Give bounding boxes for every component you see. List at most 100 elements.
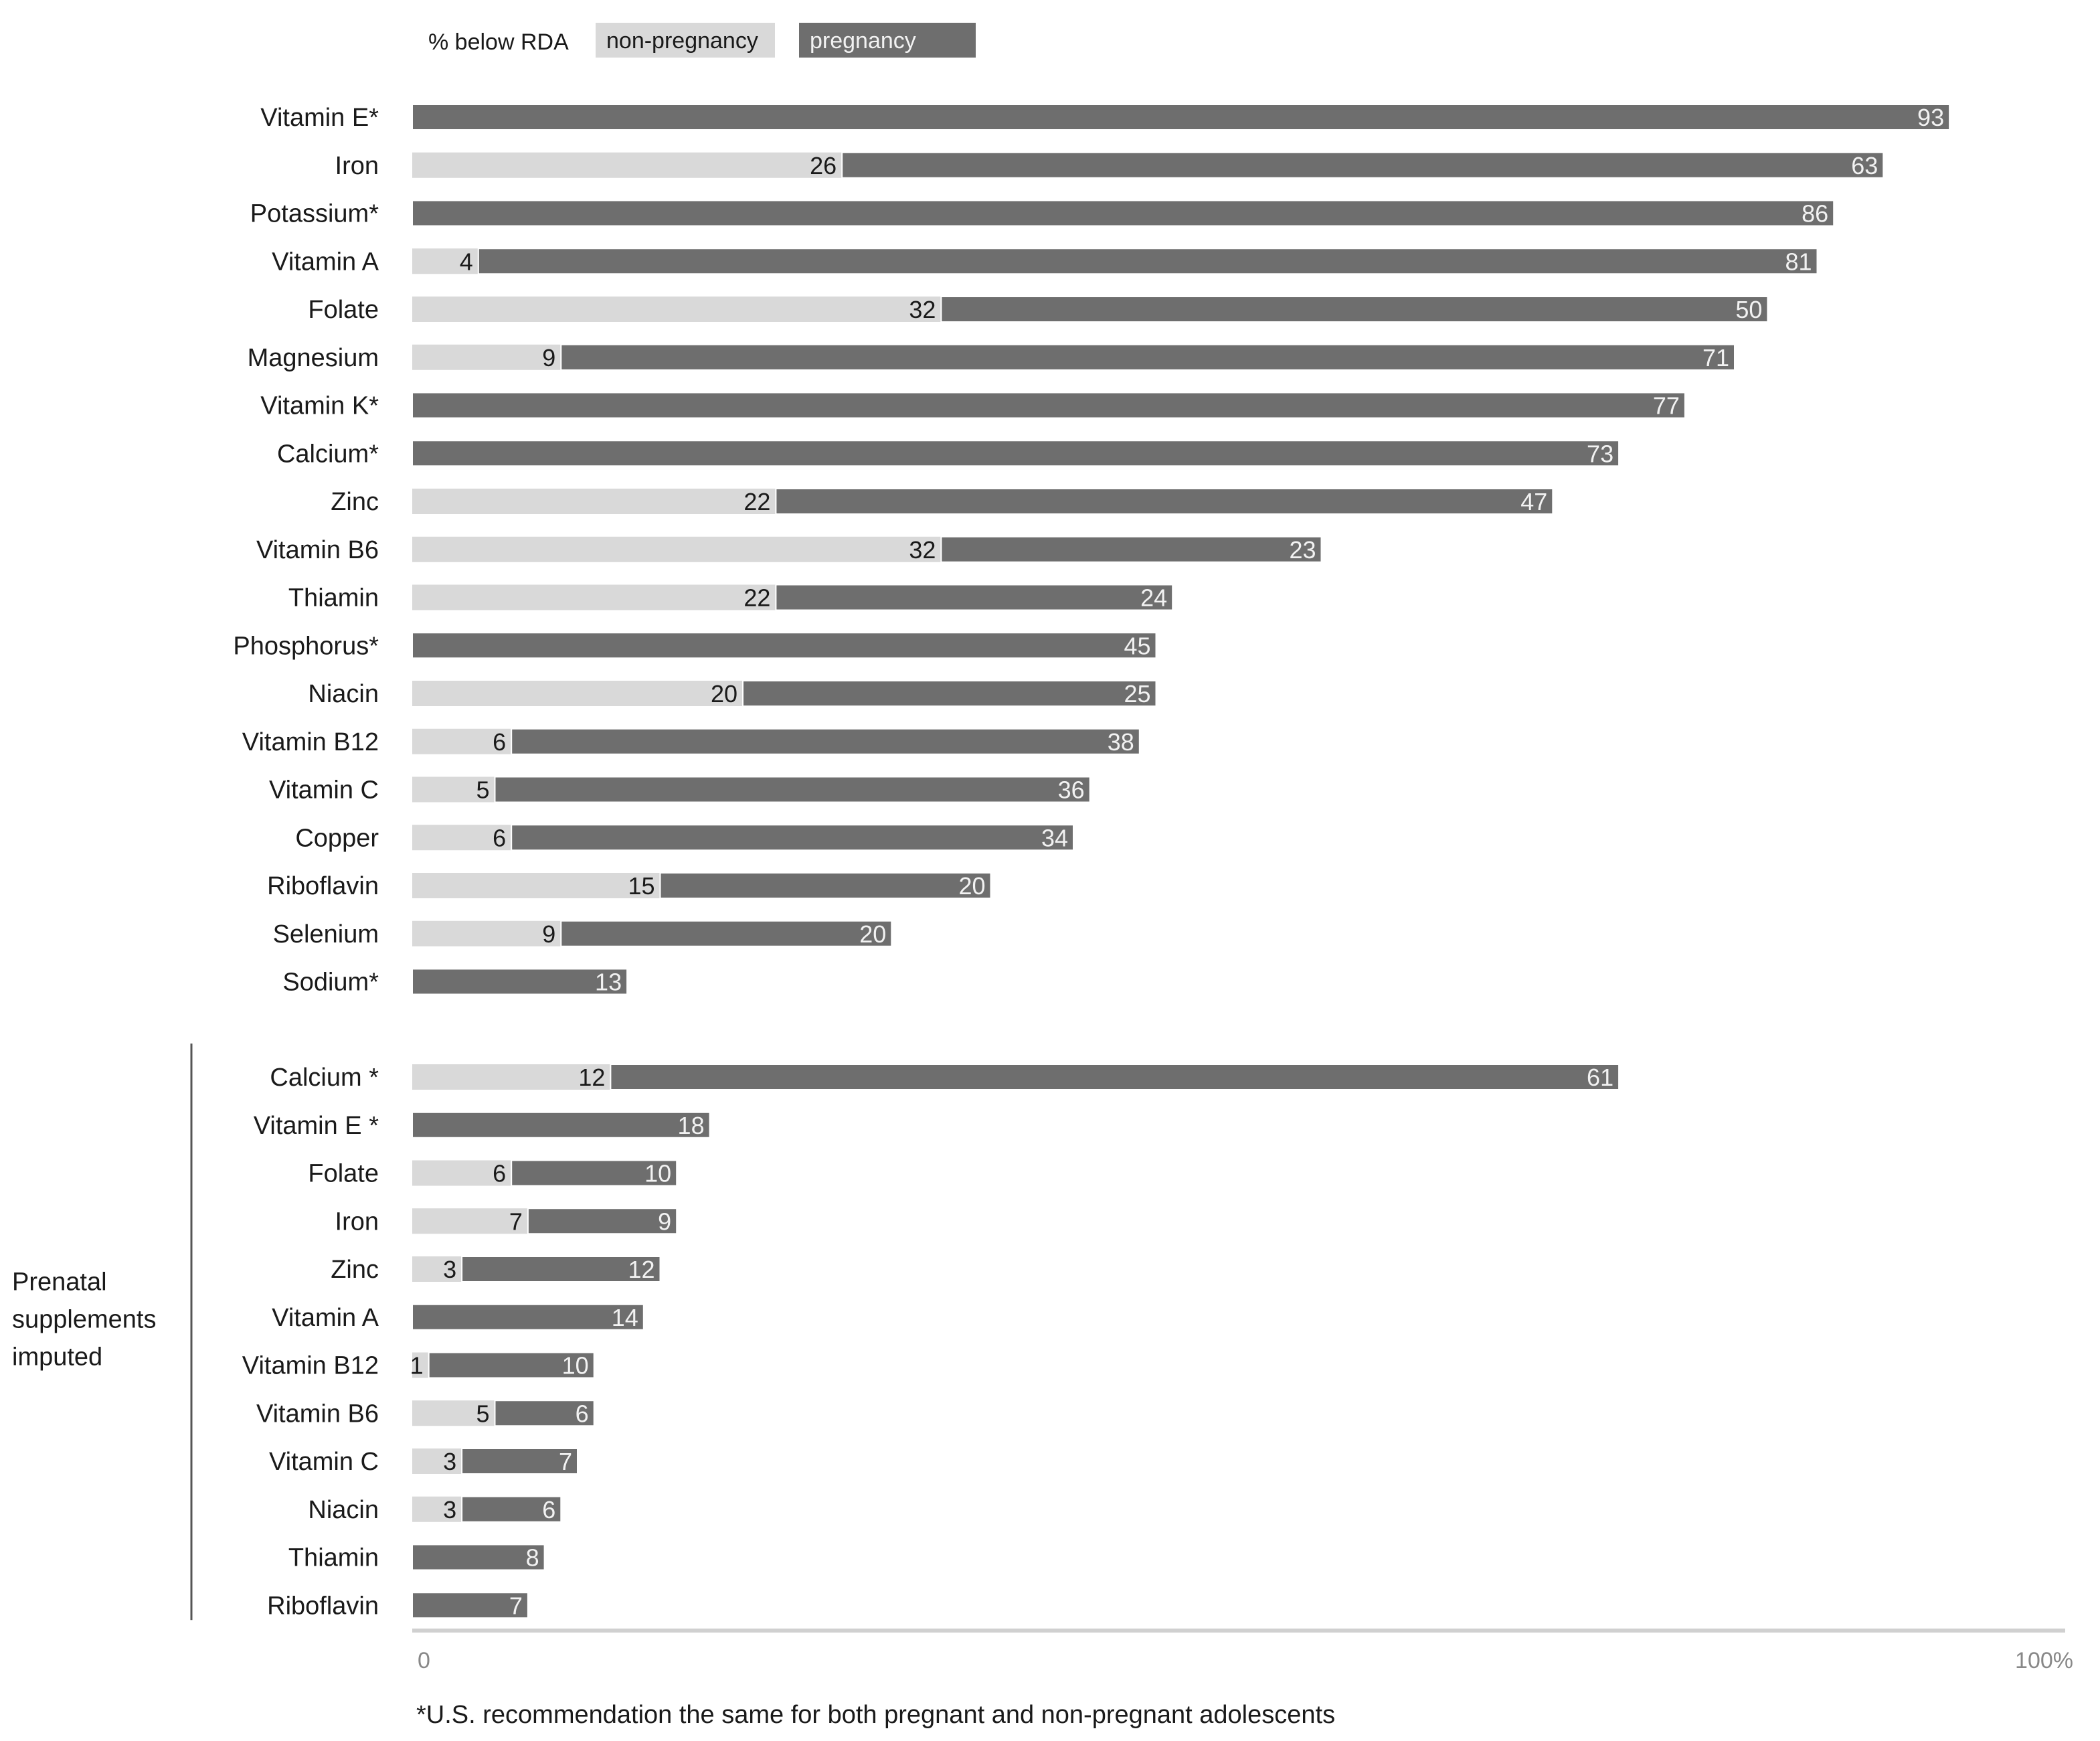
bar-non-pregnancy: [412, 1160, 512, 1186]
legend-items: non-pregnancy pregnancy: [596, 23, 976, 58]
bar-row: Zinc 3 12: [331, 1256, 661, 1284]
data-label-non-pregnancy: 5: [476, 776, 489, 804]
category-label: Folate: [308, 296, 379, 324]
category-label: Selenium: [273, 920, 379, 948]
data-label-pregnancy: 12: [628, 1256, 654, 1283]
bar-pregnancy: [527, 1208, 678, 1235]
bar-row: Thiamin 22 24: [288, 584, 1174, 612]
bar-pregnancy: [940, 296, 1769, 323]
bar-pregnancy: [511, 1159, 678, 1187]
bar-row: Vitamin A 4 81: [272, 248, 1818, 276]
bar-pregnancy: [461, 1495, 562, 1523]
bar-row: Riboflavin 15 20: [267, 872, 992, 900]
bar-non-pregnancy: [412, 1256, 462, 1282]
data-label-pregnancy: 25: [1124, 680, 1150, 708]
bar-non-pregnancy: [412, 248, 478, 274]
category-label: Vitamin B12: [242, 728, 379, 756]
bar-pregnancy: [610, 1064, 1620, 1090]
category-label: Iron: [335, 1208, 379, 1236]
category-label: Vitamin B12: [242, 1352, 379, 1380]
group-label-line: supplements: [12, 1306, 156, 1334]
data-label-non-pregnancy: 4: [460, 248, 473, 275]
category-label: Vitamin E *: [254, 1112, 379, 1140]
bar-pregnancy: [428, 1351, 595, 1379]
bar-non-pregnancy: [412, 920, 561, 946]
legend-label-non-pregnancy: non-pregnancy: [606, 28, 758, 54]
category-label: Phosphorus*: [233, 632, 379, 660]
data-label-pregnancy: 10: [562, 1352, 589, 1380]
legend-swatch-pregnancy: [799, 23, 976, 58]
bar-row: Magnesium 9 71: [248, 343, 1735, 372]
data-label-pregnancy: 14: [612, 1304, 638, 1331]
data-label-pregnancy: 20: [859, 920, 886, 948]
data-label-pregnancy: 6: [542, 1496, 555, 1523]
data-label-pregnancy: 38: [1108, 728, 1134, 756]
bar-row: Vitamin E* 93: [260, 104, 1951, 132]
data-label-pregnancy: 73: [1587, 440, 1613, 467]
category-label: Potassium*: [250, 200, 379, 228]
bar-pregnancy: [412, 632, 1157, 659]
data-label-non-pregnancy: 6: [493, 728, 506, 756]
bar-pregnancy: [412, 968, 628, 995]
category-label: Vitamin C: [269, 776, 379, 805]
bar-row: Vitamin C 3 7: [269, 1448, 578, 1476]
category-label: Iron: [335, 152, 379, 180]
bar-row: Vitamin B12 1 10: [242, 1351, 595, 1380]
bar-non-pregnancy: [412, 1448, 462, 1474]
data-label-non-pregnancy: 32: [909, 536, 936, 564]
bar-pregnancy: [477, 248, 1818, 275]
data-label-pregnancy: 63: [1851, 152, 1878, 179]
group-label-line: Prenatal: [12, 1268, 107, 1297]
category-label: Folate: [308, 1160, 379, 1188]
bar-row: Vitamin E * 18: [254, 1111, 711, 1140]
data-label-pregnancy: 93: [1917, 104, 1944, 131]
bar-row: Folate 6 10: [308, 1159, 678, 1188]
bar-row: Thiamin 8: [288, 1544, 545, 1572]
bar-row: Phosphorus* 45: [233, 632, 1157, 660]
bar-non-pregnancy: [412, 297, 942, 322]
bar-pregnancy: [412, 1111, 711, 1139]
bar-row: Vitamin A 14: [272, 1303, 644, 1332]
bar-row: Sodium* 13: [282, 968, 628, 997]
x-tick-label: 100%: [2015, 1648, 2073, 1673]
bar-row: Selenium 9 20: [273, 920, 893, 948]
bar-non-pregnancy: [412, 1400, 495, 1426]
bar-row: Calcium* 73: [277, 440, 1620, 468]
bar-non-pregnancy: [412, 152, 843, 178]
bar-row: Iron 26 63: [335, 151, 1885, 180]
data-label-non-pregnancy: 9: [542, 920, 555, 948]
bar-row: Potassium* 86: [250, 199, 1835, 228]
data-label-non-pregnancy: 15: [628, 872, 654, 900]
bar-pregnancy: [494, 776, 1091, 803]
bar-pregnancy: [412, 104, 1951, 131]
category-label: Niacin: [308, 680, 379, 708]
data-label-non-pregnancy: 7: [509, 1208, 523, 1235]
group-brackets: Prenatal supplements imputed: [12, 1044, 193, 1621]
data-label-pregnancy: 47: [1520, 488, 1547, 515]
data-label-non-pregnancy: 3: [443, 1448, 456, 1475]
bar-non-pregnancy: [412, 536, 942, 562]
data-label-non-pregnancy: 12: [578, 1064, 605, 1091]
data-label-pregnancy: 8: [526, 1544, 539, 1572]
data-label-pregnancy: 45: [1124, 632, 1150, 659]
data-label-pregnancy: 9: [658, 1208, 671, 1235]
data-label-non-pregnancy: 3: [443, 1256, 456, 1283]
data-label-pregnancy: 18: [678, 1112, 705, 1139]
category-label: Vitamin B6: [256, 536, 379, 564]
bar-non-pregnancy: [412, 344, 561, 370]
bar-row: Vitamin B6 5 6: [256, 1400, 595, 1428]
data-label-non-pregnancy: 9: [542, 344, 555, 371]
data-label-pregnancy: 20: [958, 872, 985, 900]
bar-pregnancy: [461, 1448, 578, 1475]
bar-non-pregnancy: [412, 825, 512, 851]
category-label: Vitamin B6: [256, 1400, 379, 1428]
bar-pregnancy: [461, 1256, 661, 1282]
bar-row: Riboflavin 7: [267, 1592, 529, 1620]
data-label-pregnancy: 50: [1735, 296, 1762, 323]
data-label-pregnancy: 34: [1041, 824, 1068, 851]
category-label: Niacin: [308, 1496, 379, 1524]
data-label-pregnancy: 77: [1653, 392, 1680, 420]
bar-row: Vitamin C 5 36: [269, 776, 1091, 805]
category-label: Vitamin E*: [260, 104, 379, 132]
